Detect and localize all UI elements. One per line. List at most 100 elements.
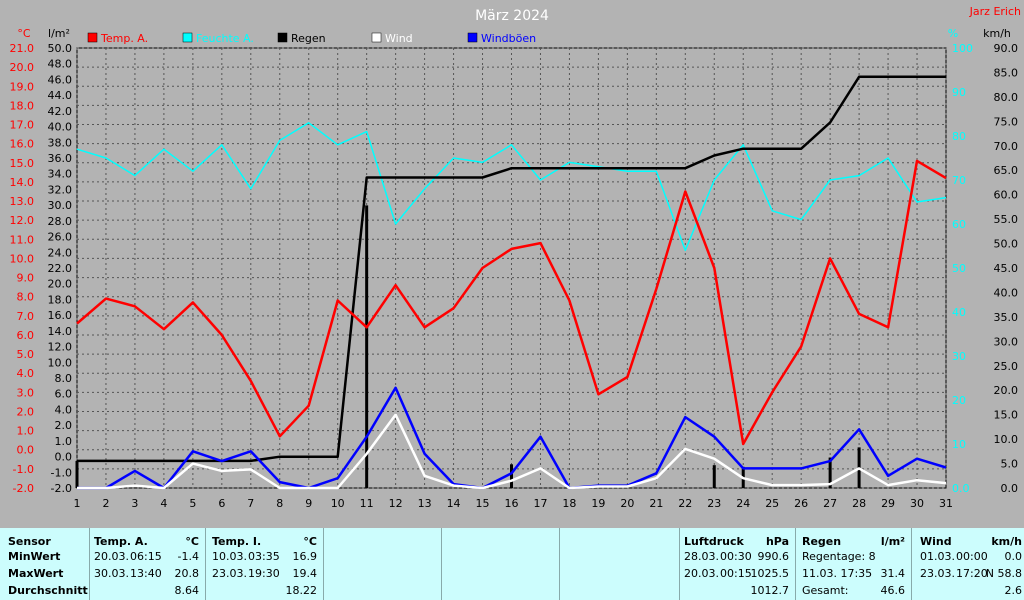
rain-axis-tick: 30.0 bbox=[48, 199, 73, 212]
x-axis-tick: 15 bbox=[476, 497, 490, 510]
x-axis-tick: 30 bbox=[910, 497, 924, 510]
temp-axis-tick: 8.0 bbox=[17, 291, 35, 304]
wind-axis-tick: 45.0 bbox=[994, 262, 1019, 275]
rain-axis-tick: 36.0 bbox=[48, 152, 73, 165]
x-axis-tick: 2 bbox=[102, 497, 109, 510]
stats-col-rain: Regen l/m² Regentage: 8 11.03. 17:35 31.… bbox=[796, 528, 912, 600]
wind-axis-tick: 70.0 bbox=[994, 140, 1019, 153]
pressure-min-value: 990.6 bbox=[757, 550, 790, 563]
wind-axis-tick: 25.0 bbox=[994, 360, 1019, 373]
x-axis-tick: 19 bbox=[591, 497, 605, 510]
x-axis-tick: 5 bbox=[189, 497, 196, 510]
rain-max-label: 11.03. 17:35 bbox=[802, 567, 873, 580]
wind-axis-tick: 75.0 bbox=[994, 115, 1019, 128]
stats-col-empty-2 bbox=[442, 528, 560, 600]
wind-axis-tick: 30.0 bbox=[994, 335, 1019, 348]
series-line-temp-a bbox=[76, 159, 947, 446]
temp-axis-tick: 3.0 bbox=[17, 386, 35, 399]
legend-label: Temp. A. bbox=[100, 32, 148, 45]
temp-i-header: Temp. I. bbox=[212, 535, 262, 548]
rain-axis-tick: 1.0 bbox=[55, 435, 73, 448]
percent-axis-tick: 60 bbox=[952, 218, 966, 231]
x-axis-tick: 11 bbox=[360, 497, 374, 510]
rain-axis-tick: 26.0 bbox=[48, 231, 73, 244]
x-axis-tick: 10 bbox=[331, 497, 345, 510]
x-axis-tick: 14 bbox=[447, 497, 461, 510]
percent-axis-tick: 90 bbox=[952, 86, 966, 99]
wind-axis-tick: 90.0 bbox=[994, 42, 1019, 55]
temp-axis-tick: -2.0 bbox=[13, 482, 34, 495]
percent-axis-tick: 40 bbox=[952, 306, 966, 319]
percent-axis-tick: 30 bbox=[952, 350, 966, 363]
stats-col-empty-3 bbox=[560, 528, 680, 600]
x-axis-tick: 12 bbox=[389, 497, 403, 510]
rain-axis-tick: 10.0 bbox=[48, 356, 73, 369]
wind-axis-tick: 40.0 bbox=[994, 286, 1019, 299]
wind-axis-tick: 60.0 bbox=[994, 189, 1019, 202]
chart-title: März 2024 bbox=[475, 8, 549, 24]
rain-max-value: 31.4 bbox=[880, 567, 906, 580]
pressure-max-time: 00:15 bbox=[720, 567, 752, 580]
temp-i-max-time: 19:30 bbox=[248, 567, 280, 580]
legend-label: Regen bbox=[291, 32, 326, 45]
x-axis-tick: 13 bbox=[418, 497, 432, 510]
x-axis-tick: 17 bbox=[533, 497, 547, 510]
pressure-header: Luftdruck bbox=[684, 535, 744, 548]
temp-a-min-value: -1.4 bbox=[177, 550, 199, 563]
temp-axis-tick: 7.0 bbox=[17, 310, 35, 323]
rain-axis-tick: 16.0 bbox=[48, 309, 73, 322]
rain-total-value: 46.6 bbox=[880, 584, 906, 597]
wind-axis-tick: 55.0 bbox=[994, 213, 1019, 226]
rain-total-label: Gesamt: bbox=[802, 584, 849, 597]
temp-a-min-time: 06:15 bbox=[130, 550, 162, 563]
wind-min-value: 0.0 bbox=[1004, 550, 1023, 563]
rain-axis-tick: 38.0 bbox=[48, 136, 73, 149]
x-axis-tick: 25 bbox=[765, 497, 779, 510]
legend-label: Wind bbox=[385, 32, 413, 45]
wind-axis-tick: 50.0 bbox=[994, 238, 1019, 251]
chart: März 2024 Jarz Erich °C l/m² % km/h Temp… bbox=[10, 5, 1022, 510]
sensor-row-avg: Durchschnitt bbox=[8, 584, 88, 597]
wind-axis-tick: 35.0 bbox=[994, 311, 1019, 324]
wind-axis-tick: 80.0 bbox=[994, 91, 1019, 104]
temp-axis-tick: 0.0 bbox=[17, 444, 35, 457]
temp-axis-tick: 21.0 bbox=[10, 42, 35, 55]
rain-axis-tick: 8.0 bbox=[55, 372, 73, 385]
legend-swatch bbox=[182, 32, 193, 43]
wind-max-value: N 58.8 bbox=[985, 567, 1022, 580]
rain-axis-tick: 22.0 bbox=[48, 262, 73, 275]
wind-unit-label: km/h bbox=[983, 27, 1011, 40]
series-line-wind bbox=[77, 413, 947, 490]
x-axis-tick: 20 bbox=[620, 497, 634, 510]
rain-axis-tick: 42.0 bbox=[48, 105, 73, 118]
percent-axis-tick: 100 bbox=[952, 42, 973, 55]
pressure-avg-value: 1012.7 bbox=[750, 584, 790, 597]
x-axis-tick: 18 bbox=[562, 497, 576, 510]
x-axis-tick: 27 bbox=[823, 497, 837, 510]
rain-axis-tick: 34.0 bbox=[48, 168, 73, 181]
rain-daily-bar bbox=[365, 205, 369, 488]
x-axis-tick: 6 bbox=[218, 497, 225, 510]
wind-axis-tick: 65.0 bbox=[994, 164, 1019, 177]
temp-axis-tick: 14.0 bbox=[10, 176, 35, 189]
rain-axis-tick: 4.0 bbox=[55, 403, 73, 416]
x-axis-tick: 29 bbox=[881, 497, 895, 510]
stats-col-pressure: Luftdruck hPa 28.03. 00:30 990.6 20.03. … bbox=[680, 528, 796, 600]
temp-axis-tick: 10.0 bbox=[10, 252, 35, 265]
temp-axis-tick: 11.0 bbox=[10, 233, 35, 246]
pressure-max-date: 20.03. bbox=[684, 567, 719, 580]
x-axis-tick: 31 bbox=[939, 497, 953, 510]
temp-i-avg-value: 18.22 bbox=[285, 584, 318, 597]
rain-axis-tick: 28.0 bbox=[48, 215, 73, 228]
series bbox=[75, 75, 947, 490]
temp-i-max-value: 19.4 bbox=[292, 567, 318, 580]
rain-axis-tick: 0.0 bbox=[55, 451, 73, 464]
pressure-min-time: 00:30 bbox=[720, 550, 752, 563]
percent-axis-tick: 10 bbox=[952, 438, 966, 451]
rain-days-label: Regentage: 8 bbox=[802, 550, 876, 563]
wind-min-time: 00:00 bbox=[956, 550, 988, 563]
rain-axis-tick: 48.0 bbox=[48, 58, 73, 71]
temp-axis-tick: 6.0 bbox=[17, 329, 35, 342]
temp-axis-tick: 20.0 bbox=[10, 61, 35, 74]
rain-axis-tick: 12.0 bbox=[48, 341, 73, 354]
